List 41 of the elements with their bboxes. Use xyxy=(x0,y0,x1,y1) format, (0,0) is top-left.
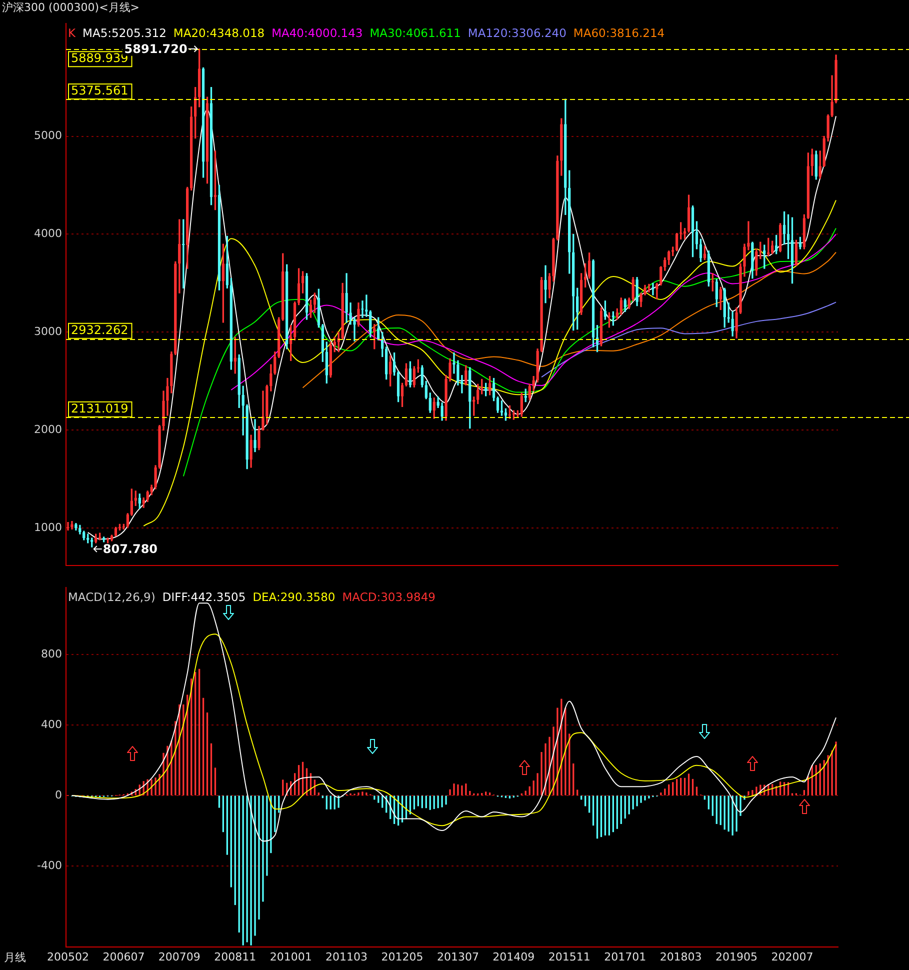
x-tick-label: 200502 xyxy=(46,950,89,964)
text: MA20:4348.018 xyxy=(173,26,265,40)
text: K xyxy=(68,26,76,40)
y-tick-label: -400 xyxy=(37,858,62,872)
annotation: 807.780 xyxy=(102,542,158,556)
y-tick-label: 800 xyxy=(41,647,62,660)
x-tick-label: 201511 xyxy=(548,950,590,964)
y-tick-label: 0 xyxy=(55,788,62,802)
x-tick-label: 201905 xyxy=(716,950,758,964)
x-tick-label: 200811 xyxy=(214,950,256,964)
text: MA60:3816.214 xyxy=(573,26,665,40)
y-tick-label: 2000 xyxy=(34,423,62,436)
chart-title: MACD(12,26,9) xyxy=(68,590,156,604)
y-tick-label: 3000 xyxy=(34,325,62,338)
annotation: 5891.720 xyxy=(124,42,188,56)
text: MA30:4061.611 xyxy=(370,26,461,40)
x-tick-label: 200607 xyxy=(102,950,145,964)
ref-line-label: 5375.561 xyxy=(71,84,128,98)
ref-line-label: 2932.262 xyxy=(71,322,128,337)
x-tick-label: 201103 xyxy=(326,950,368,964)
x-tick-label: 201307 xyxy=(436,950,479,964)
ref-line-label: 2131.019 xyxy=(71,401,128,416)
text: MA5:5205.312 xyxy=(82,26,166,40)
x-tick-label: 201803 xyxy=(660,950,702,964)
x-tick-label: 201205 xyxy=(381,950,424,964)
series-label: DIFF:442.3505 xyxy=(162,590,246,604)
y-tick-label: 1000 xyxy=(34,521,62,534)
x-tick-label: 200709 xyxy=(158,950,200,964)
x-axis-title: 月线 xyxy=(4,950,26,964)
text: MA120:3306.240 xyxy=(468,26,566,40)
y-tick-label: 5000 xyxy=(34,129,62,142)
y-tick-label: 400 xyxy=(41,718,62,731)
x-tick-label: 201409 xyxy=(492,950,535,964)
y-tick-label: 4000 xyxy=(34,227,62,240)
x-tick-label: 201001 xyxy=(270,950,312,964)
chart-title: 沪深300 (000300)<月线> xyxy=(2,0,140,15)
text: DEA:290.3580 xyxy=(252,590,336,604)
x-tick-label: 201701 xyxy=(604,950,646,964)
text: MACD:303.9849 xyxy=(342,590,436,604)
text: MA40:4000.143 xyxy=(272,26,363,40)
x-tick-label: 202007 xyxy=(771,950,814,964)
